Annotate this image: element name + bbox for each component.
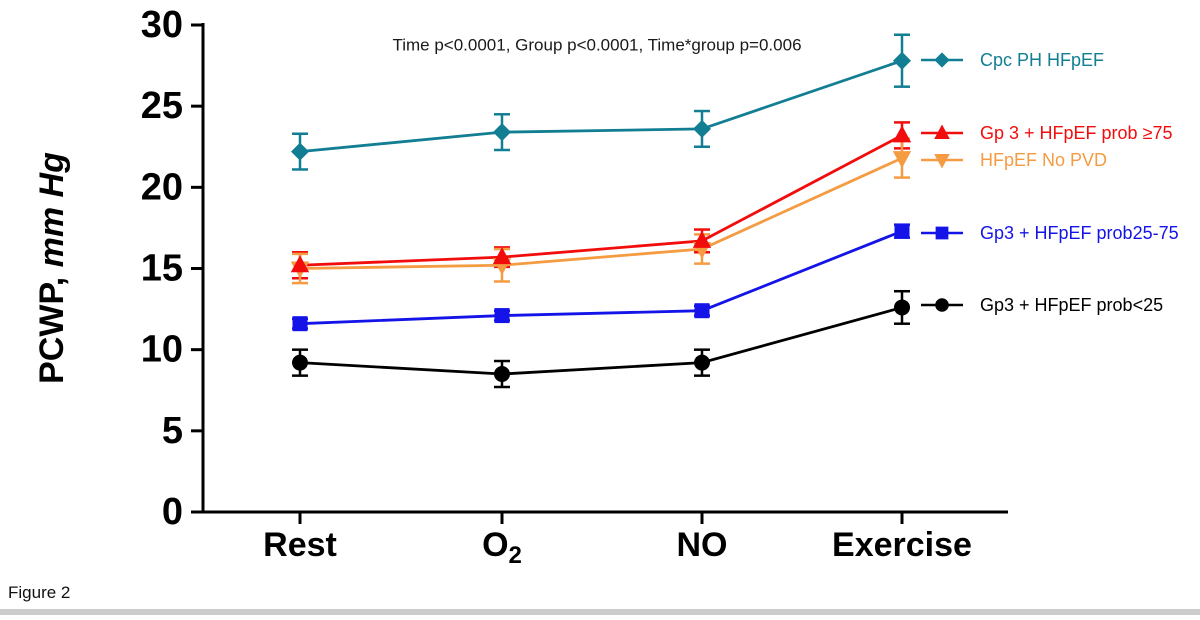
x-tick-label: NO xyxy=(677,526,728,564)
series-line xyxy=(299,59,903,154)
legend-label: Cpc PH HFpEF xyxy=(980,50,1104,70)
series-line xyxy=(299,306,903,376)
triangle-down-marker xyxy=(934,154,950,169)
x-tick-label: Rest xyxy=(263,526,337,564)
diamond-marker xyxy=(693,119,711,138)
y-axis-title: PCWP, mm Hg xyxy=(33,152,71,384)
series-line xyxy=(299,229,903,326)
series-line xyxy=(299,156,903,270)
triangle-up-marker xyxy=(934,124,950,139)
square-marker xyxy=(935,226,949,240)
y-tick-label: 5 xyxy=(162,410,183,452)
triangle-up-marker xyxy=(692,230,712,248)
square-marker xyxy=(894,223,910,239)
series-line xyxy=(299,134,903,267)
triangle-up-marker xyxy=(892,125,912,143)
diamond-marker xyxy=(493,123,511,142)
legend-label: HFpEF No PVD xyxy=(980,150,1107,170)
circle-marker xyxy=(935,298,949,312)
y-tick-label: 0 xyxy=(162,491,183,533)
figure-caption: Figure 2 xyxy=(8,583,71,602)
x-tick-label: Exercise xyxy=(832,526,972,564)
y-tick-label: 25 xyxy=(141,85,183,127)
x-tick-label: O2 xyxy=(482,526,522,569)
legend-label: Gp3 + HFpEF prob<25 xyxy=(980,295,1163,315)
y-tick-label: 30 xyxy=(141,4,183,46)
stats-annotation: Time p<0.0001, Group p<0.0001, Time*grou… xyxy=(392,36,801,55)
triangle-up-marker xyxy=(492,247,512,265)
triangle-up-marker xyxy=(290,255,310,273)
circle-marker xyxy=(894,299,910,316)
circle-marker xyxy=(292,354,308,371)
legend-label: Gp 3 + HFpEF prob ≥75 xyxy=(980,123,1172,143)
y-tick-label: 10 xyxy=(141,329,183,371)
square-marker xyxy=(494,308,510,324)
y-tick-label: 15 xyxy=(141,248,183,290)
square-marker xyxy=(292,316,308,332)
y-tick-label: 20 xyxy=(141,166,183,208)
diamond-marker xyxy=(934,52,950,68)
diamond-marker xyxy=(893,51,911,70)
legend-label: Gp3 + HFpEF prob25-75 xyxy=(980,223,1179,243)
square-marker xyxy=(694,303,710,319)
page-bottom-divider xyxy=(0,609,1200,615)
diamond-marker xyxy=(291,142,309,161)
circle-marker xyxy=(694,354,710,371)
triangle-down-marker xyxy=(892,151,912,169)
circle-marker xyxy=(494,366,510,383)
